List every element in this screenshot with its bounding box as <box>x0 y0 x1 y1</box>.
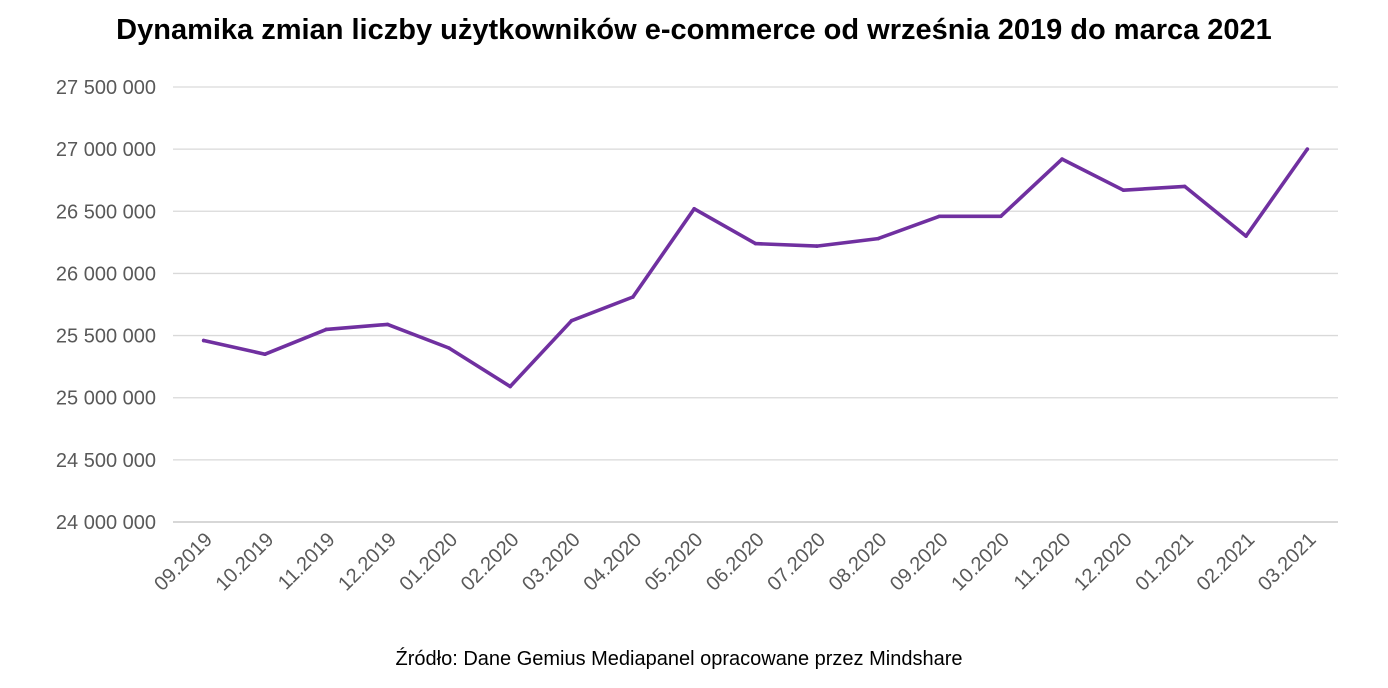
data-point <box>447 346 451 350</box>
data-point <box>998 214 1003 219</box>
x-tick-label: 12.2020 <box>1070 529 1137 596</box>
grid-lines <box>173 86 1338 523</box>
x-tick-label: 08.2020 <box>825 529 892 596</box>
data-point <box>1305 147 1310 151</box>
x-tick-label: 01.2020 <box>396 529 463 596</box>
x-tick-label: 07.2020 <box>763 529 830 596</box>
x-tick-label: 11.2020 <box>1010 529 1076 595</box>
x-tick-label: 01.2021 <box>1131 529 1198 596</box>
series-layer <box>201 147 1310 389</box>
x-tick-label: 12.2019 <box>334 529 401 596</box>
x-tick-label: 04.2020 <box>579 529 646 596</box>
data-point <box>201 338 206 343</box>
x-tick-label: 02.2020 <box>457 529 524 596</box>
data-point <box>263 352 267 357</box>
data-point <box>1244 234 1248 238</box>
data-point <box>1182 184 1187 189</box>
y-tick-label: 27 500 000 <box>56 77 156 99</box>
x-tick-label: 02.2021 <box>1193 529 1260 596</box>
data-point <box>508 384 513 389</box>
data-point <box>324 327 329 332</box>
y-tick-label: 24 500 000 <box>56 450 156 472</box>
source-note: Źródło: Dane Gemius Mediapanel opracowan… <box>395 648 963 670</box>
x-tick-label: 10.2020 <box>947 529 1014 596</box>
chart-title: Dynamika zmian liczby użytkowników e-com… <box>116 14 1272 46</box>
x-tick-label: 05.2020 <box>641 529 708 596</box>
x-axis-tick-labels: 09.201910.201911.201912.201901.202002.20… <box>150 529 1320 596</box>
data-point <box>692 207 696 211</box>
data-point <box>385 322 390 327</box>
x-tick-label: 03.2020 <box>518 529 585 596</box>
data-point <box>1121 188 1126 192</box>
data-point <box>937 214 942 219</box>
x-tick-label: 09.2019 <box>150 529 217 596</box>
y-axis-tick-labels: 24 000 000 24 500 000 25 000 000 25 500 000… <box>56 77 156 534</box>
x-tick-label: 03.2021 <box>1254 529 1321 596</box>
data-point <box>631 295 635 299</box>
y-tick-label: 25 000 000 <box>56 388 156 410</box>
y-tick-label: 26 500 000 <box>56 201 156 223</box>
series-line <box>201 147 1310 389</box>
data-point <box>569 318 574 323</box>
data-point <box>876 236 880 241</box>
x-tick-label: 10.2019 <box>212 529 279 596</box>
y-tick-label: 25 500 000 <box>56 326 156 348</box>
data-point <box>1060 157 1064 161</box>
x-tick-label: 09.2020 <box>886 529 953 596</box>
y-tick-label: 24 000 000 <box>56 512 156 534</box>
line-chart: 24 000 000 24 500 000 25 000 000 25 500 000… <box>56 77 1338 596</box>
data-point <box>753 241 758 246</box>
y-tick-label: 26 000 000 <box>56 263 156 285</box>
x-tick-label: 06.2020 <box>702 529 769 596</box>
y-tick-label: 27 000 000 <box>56 139 156 161</box>
data-point <box>815 244 819 248</box>
x-tick-label: 11.2019 <box>274 529 340 595</box>
